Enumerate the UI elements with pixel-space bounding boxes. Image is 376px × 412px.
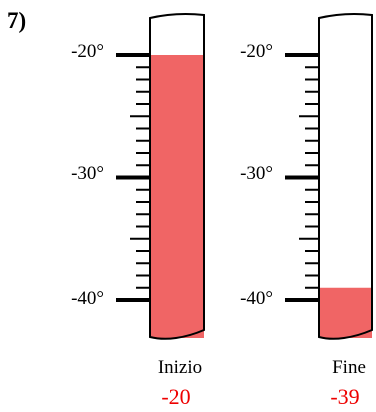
thermometer-inizio-tube [149, 13, 205, 340]
thermometer-inizio-value: -20 [161, 384, 191, 409]
scale-label-minus-40: -40° [240, 288, 273, 309]
scale-label-minus-20: -20° [240, 41, 273, 62]
thermometer-fine-value: -39 [330, 384, 360, 409]
thermometer-inizio-label: Inizio [157, 357, 203, 378]
thermometer-fine [285, 13, 373, 340]
thermometer-inizio [116, 13, 205, 340]
thermometer-inizio-fill [150, 55, 204, 338]
scale-label-minus-40: -40° [71, 288, 104, 309]
scale-label-minus-20: -20° [71, 41, 104, 62]
thermometer-fine-scale [285, 53, 320, 302]
thermometer-fine-tube [318, 13, 373, 340]
thermometer-fine-fill [319, 287, 372, 338]
thermometer-fine-label: Fine [332, 357, 366, 378]
thermometer-inizio-scale [116, 53, 151, 302]
problem-number: 7) [7, 8, 27, 33]
scale-label-minus-30: -30° [71, 163, 104, 184]
scale-label-minus-30: -30° [240, 163, 273, 184]
